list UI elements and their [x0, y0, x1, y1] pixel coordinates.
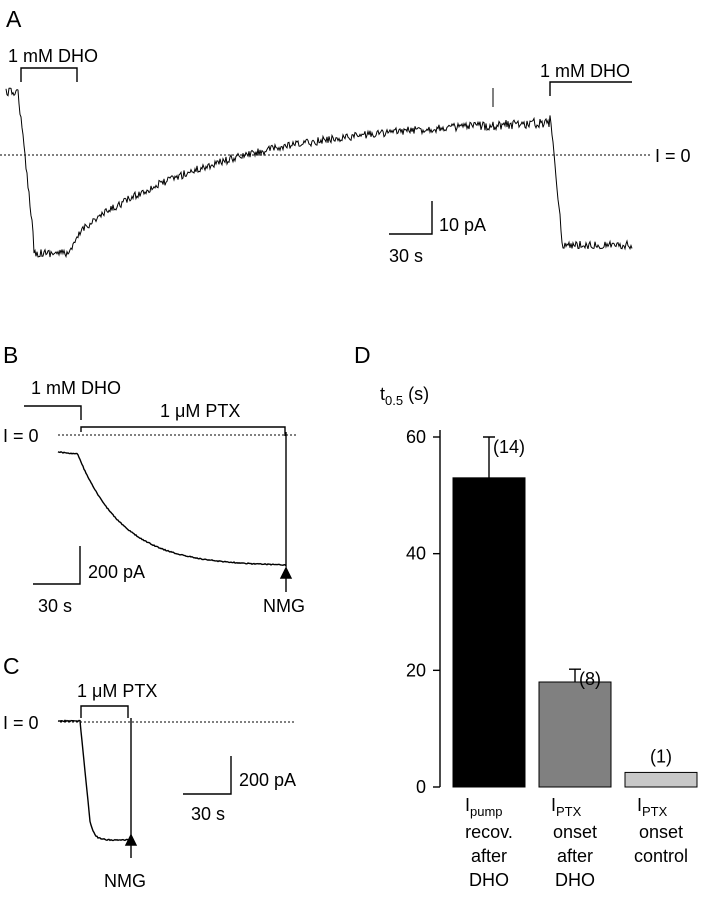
x-category-line: after [557, 846, 593, 866]
panel-a: A 1 mM DHO 1 mM DHO I = 0 10 pA 30 s [0, 6, 691, 266]
error-bar [483, 436, 495, 478]
bar [538, 681, 612, 788]
panel-b-zero-label: I = 0 [3, 426, 39, 446]
panel-a-dho-label-2: 1 mM DHO [540, 61, 630, 81]
bar [452, 477, 526, 788]
x-category-symbol: Ipump [465, 795, 503, 819]
x-category-symbol: IPTX [637, 795, 668, 819]
panel-a-letter: A [6, 6, 22, 32]
panel-c-zero-label: I = 0 [3, 713, 39, 733]
x-category-line: recov. [465, 822, 513, 842]
panel-b-ptx-label: 1 μM PTX [160, 401, 240, 421]
bar [624, 771, 698, 788]
panel-b: B 1 mM DHO 1 μM PTX I = 0 200 pA 30 s NM… [3, 342, 305, 616]
panel-a-dho-label-1: 1 mM DHO [8, 46, 98, 66]
x-category-line: onset [553, 822, 597, 842]
panel-c-scale-y-label: 200 pA [239, 770, 296, 790]
x-category-labels: Ipump recov. after DHO IPTX onset after DHO IPTX… [465, 795, 688, 890]
y-tick-label: 60 [406, 427, 426, 447]
x-category-line: DHO [469, 870, 509, 890]
panel-c-letter: C [3, 653, 20, 679]
panel-a-scale-bar [389, 201, 433, 235]
panel-c-current-trace [57, 718, 132, 842]
panel-c: C 1 μM PTX I = 0 NMG 200 pA 30 s [3, 653, 296, 891]
n-label: (8) [579, 669, 601, 689]
panel-a-current-trace [5, 87, 633, 259]
panel-c-ptx-label: 1 μM PTX [77, 681, 157, 701]
panel-a-dho-bar-1 [20, 67, 78, 82]
panel-a-scale-y-label: 10 pA [439, 215, 486, 235]
panel-b-nmg-arrow [279, 566, 293, 592]
y-tick-label: 0 [416, 777, 426, 797]
panel-c-scale-bar [183, 756, 232, 795]
panel-b-scale-bar [33, 546, 81, 585]
panel-b-scale-x-label: 30 s [38, 596, 72, 616]
x-category-line: after [471, 846, 507, 866]
panel-c-nmg-label: NMG [104, 871, 146, 891]
n-label: (1) [650, 746, 672, 766]
panel-c-ptx-bar [80, 705, 129, 718]
panel-c-scale-x-label: 30 s [191, 804, 225, 824]
n-label: (14) [493, 437, 525, 457]
panel-c-nmg-arrow [124, 833, 138, 858]
y-tick-label: 40 [406, 544, 426, 564]
y-axis-label: t0.5 (s) [380, 384, 429, 408]
x-category-line: control [634, 846, 688, 866]
bars: (14) (8) (1) [452, 436, 698, 788]
panel-d-letter: D [354, 342, 371, 368]
x-category-line: DHO [555, 870, 595, 890]
panel-b-dho-bar [24, 405, 82, 420]
x-category-symbol: IPTX [551, 795, 582, 819]
x-category-line: onset [639, 822, 683, 842]
panel-b-ptx-bar [80, 426, 286, 436]
panel-b-current-trace [57, 432, 287, 568]
error-bar [569, 668, 581, 682]
panel-a-dho-bar-2 [549, 81, 632, 96]
panel-b-nmg-label: NMG [263, 596, 305, 616]
panel-a-zero-label: I = 0 [655, 146, 691, 166]
panel-b-letter: B [3, 342, 18, 368]
panel-b-scale-y-label: 200 pA [88, 562, 145, 582]
panel-b-dho-label: 1 mM DHO [31, 378, 121, 398]
panel-a-scale-x-label: 30 s [389, 246, 423, 266]
panel-d: D t0.5 (s) 0 20 40 60 (14) (8) (1) Ipump recov… [354, 342, 698, 890]
y-ticks: 0 20 40 60 [406, 427, 440, 797]
y-tick-label: 20 [406, 660, 426, 680]
